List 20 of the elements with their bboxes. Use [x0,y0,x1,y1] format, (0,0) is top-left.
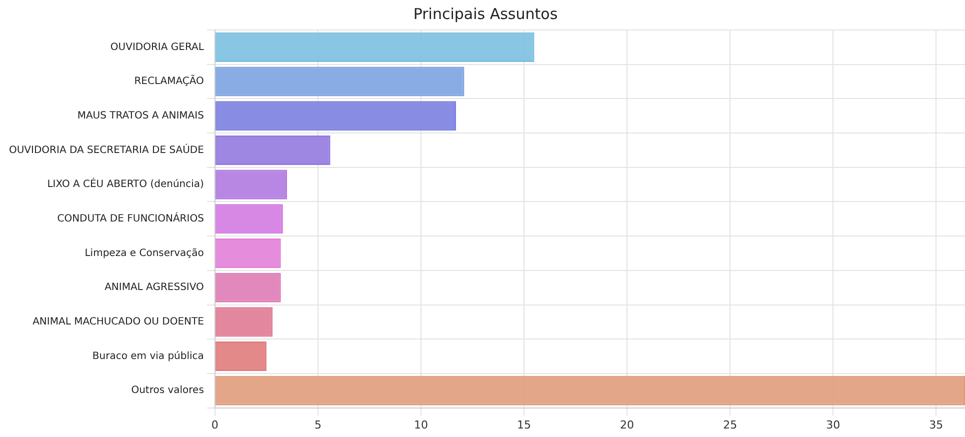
x-tick-label: 30 [826,418,840,432]
x-tick-label: 15 [517,418,532,432]
y-tick-label: CONDUTA DE FUNCIONÁRIOS [57,211,204,224]
y-tick-label: ANIMAL MACHUCADO OU DOENTE [32,316,204,328]
x-tick-label: 25 [723,418,738,432]
y-tick-label: OUVIDORIA DA SECRETARIA DE SAÚDE [8,142,204,156]
x-tick-label: 0 [211,418,218,432]
x-tick-label: 20 [620,418,634,432]
y-tick-label: Outros valores [131,385,204,396]
y-tick-label: LIXO A CÉU ABERTO (denúncia) [47,177,204,190]
y-tick-label: MAUS TRATOS A ANIMAIS [77,110,204,122]
y-tick-label: Buraco em via pública [92,350,204,362]
y-tick-label: RECLAMAÇÃO [134,74,204,88]
y-tick-label: ANIMAL AGRESSIVO [104,282,204,294]
y-tick-label: OUVIDORIA GERAL [110,42,204,53]
chart-title: Principais Assuntos [413,4,558,23]
x-tick-label: 5 [314,418,322,432]
y-tick-label: Limpeza e Conservação [84,248,204,259]
x-tick-label: 35 [929,418,944,432]
x-tick-label: 10 [414,418,428,432]
